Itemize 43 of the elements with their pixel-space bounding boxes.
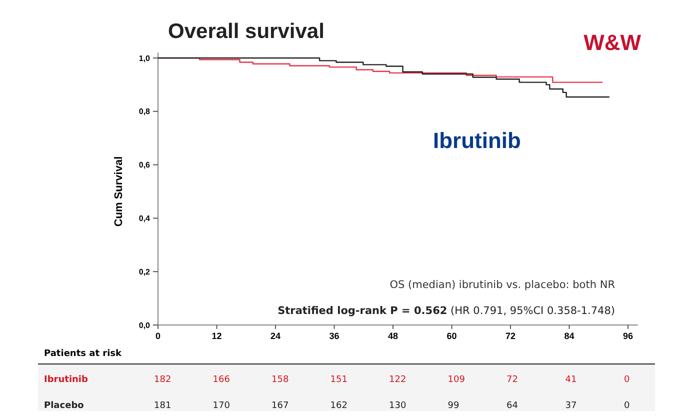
- text: 72: [506, 375, 518, 385]
- text: 109: [448, 375, 466, 385]
- text: 181: [154, 401, 172, 411]
- text: 122: [389, 375, 406, 385]
- text: 182: [154, 375, 172, 385]
- y-tick-label: 0,0: [138, 320, 151, 330]
- x-tick-label: 24: [270, 331, 281, 341]
- x-tick-label: 60: [446, 331, 457, 341]
- text: 41: [565, 375, 577, 385]
- text: 37: [565, 401, 577, 411]
- text: 99: [448, 401, 460, 411]
- y-axis-title: Cum Survival: [113, 156, 125, 227]
- text: 167: [272, 401, 289, 411]
- x-tick-label: 12: [212, 331, 222, 341]
- y-tick-label: 0,2: [138, 267, 151, 276]
- annotation: (HR 0.791, 95%CI 0.358-1.748): [447, 305, 615, 317]
- y-tick-label: 0,8: [138, 107, 151, 116]
- annotation: W&W: [584, 30, 642, 55]
- x-tick-label: 0: [155, 331, 161, 341]
- x-tick-label: 84: [564, 331, 574, 341]
- x-tick-label: 48: [388, 331, 398, 341]
- x-tick-label: 36: [329, 331, 340, 341]
- text: 151: [330, 375, 348, 385]
- text: 130: [389, 401, 406, 411]
- y-tick-label: 0,4: [138, 214, 151, 223]
- x-tick-label: 96: [623, 331, 634, 341]
- text: 0: [624, 401, 630, 411]
- x-tick-label: 72: [506, 331, 516, 341]
- text: 0: [624, 375, 630, 385]
- chart-title: Overall survival: [168, 20, 324, 43]
- y-tick-label: 1,0: [138, 54, 151, 63]
- text: 64: [506, 401, 518, 411]
- text: Placebo: [44, 401, 84, 411]
- text: 170: [212, 401, 230, 411]
- annotation: Stratified log-rank P = 0.562: [278, 305, 448, 317]
- annotation: OS (median) ibrutinib vs. placebo: both NR: [390, 279, 615, 291]
- text: 166: [212, 375, 230, 385]
- y-tick-label: 0,6: [138, 160, 151, 170]
- text: 162: [330, 401, 348, 411]
- text: Ibrutinib: [44, 375, 89, 385]
- annotation: Ibrutinib: [433, 128, 521, 153]
- text: 158: [272, 375, 289, 385]
- text: Patients at risk: [44, 349, 123, 359]
